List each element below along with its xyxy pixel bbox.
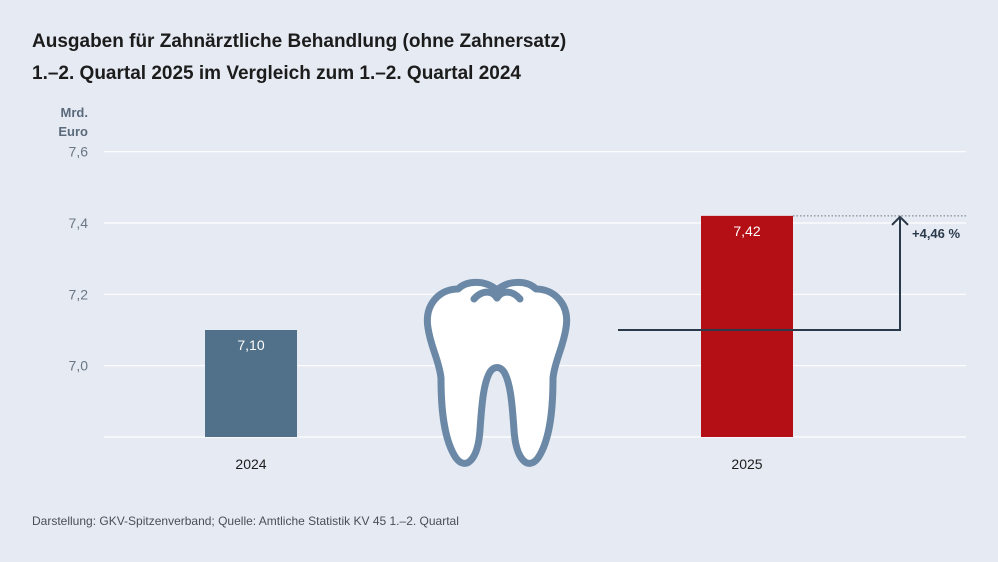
bar-value-label: 7,42	[733, 223, 760, 239]
source-note: Darstellung: GKV-Spitzenverband; Quelle:…	[32, 514, 459, 528]
growth-percentage-label: +4,46 %	[912, 226, 961, 241]
chart-title-line-2: 1.–2. Quartal 2025 im Vergleich zum 1.–2…	[32, 63, 521, 84]
bar-2025	[701, 215, 793, 437]
y-tick-label: 7,4	[69, 215, 89, 231]
x-tick-label: 2025	[731, 456, 762, 472]
chart-title-line-1: Ausgaben für Zahnärztliche Behandlung (o…	[32, 31, 567, 52]
bar-2024	[205, 330, 297, 437]
arrow-up-icon	[891, 215, 909, 226]
bars: 7,10 7,42	[205, 215, 793, 437]
x-tick-label: 2024	[235, 456, 266, 472]
y-axis-unit-line-1: Mrd.	[60, 105, 88, 120]
chart-title: Ausgaben für Zahnärztliche Behandlung (o…	[32, 26, 566, 90]
growth-annotation: +4,46 %	[618, 215, 966, 331]
y-axis-unit-label: Mrd. Euro	[32, 103, 88, 141]
y-tick-labels: 7,0 7,2 7,4 7,6	[69, 144, 89, 374]
y-tick-label: 7,0	[69, 358, 89, 374]
y-tick-label: 7,2	[69, 286, 89, 302]
x-tick-labels: 2024 2025	[235, 456, 762, 472]
bar-value-label: 7,10	[237, 337, 264, 353]
y-axis-unit-line-2: Euro	[58, 124, 88, 139]
tooth-icon	[423, 278, 571, 467]
y-tick-label: 7,6	[69, 144, 89, 160]
growth-arrow-line	[618, 217, 901, 331]
